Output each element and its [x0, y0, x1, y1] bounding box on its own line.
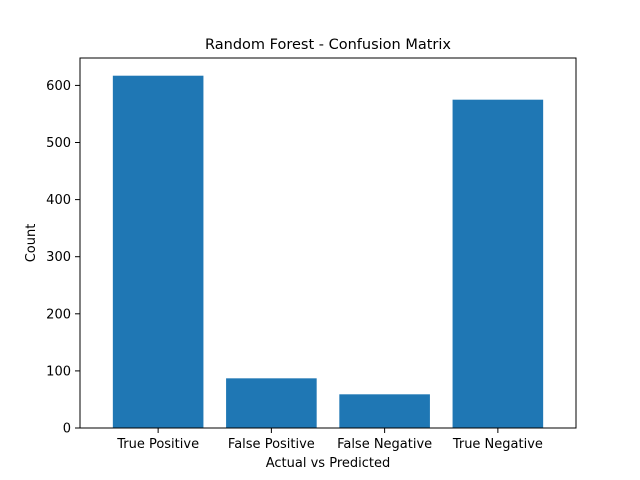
y-tick-label: 500: [46, 136, 71, 151]
y-tick-label: 100: [46, 364, 71, 379]
x-tick-label: True Negative: [452, 437, 543, 452]
x-tick-label: True Positive: [116, 437, 199, 452]
y-axis-label: Count: [24, 224, 39, 263]
bar-false-negative: [339, 394, 430, 428]
x-tick-label: False Negative: [337, 437, 432, 452]
bars-group: [112, 75, 544, 428]
y-tick-label: 0: [63, 422, 71, 437]
y-tick-label: 300: [46, 250, 71, 265]
bar-true-negative: [452, 99, 544, 428]
y-tick-label: 400: [46, 193, 71, 208]
x-tick-label: False Positive: [228, 437, 315, 452]
x-axis-ticks: True Positive False Positive False Negativ…: [116, 428, 543, 452]
bar-false-positive: [226, 378, 317, 428]
plot-frame: [79, 57, 577, 429]
y-tick-label: 600: [46, 79, 71, 94]
y-tick-label: 200: [46, 307, 71, 322]
bar-true-positive: [112, 75, 204, 428]
chart-title: Random Forest - Confusion Matrix: [205, 37, 451, 53]
x-axis-label: Actual vs Predicted: [266, 456, 390, 471]
y-axis-ticks: 0 100 200 300 400 500 600: [46, 79, 80, 437]
